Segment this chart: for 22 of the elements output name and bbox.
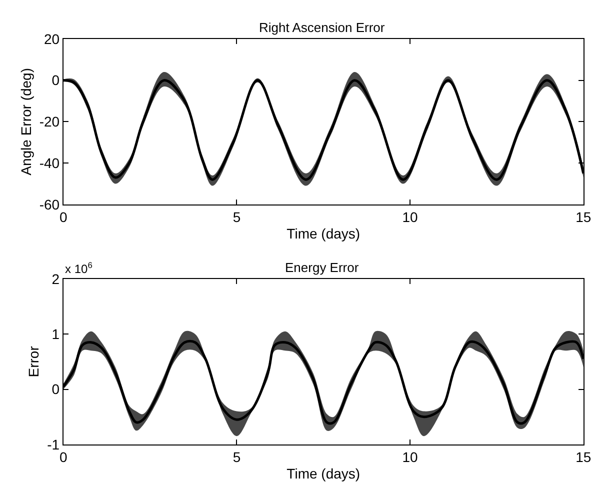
x-tick-label: 5 [232,449,241,466]
chart-title: Right Ascension Error [259,20,386,35]
chart-title: Energy Error [285,260,360,275]
y-tick-label: 1 [52,326,60,342]
y-axis-title: Error [26,346,42,378]
x-axis-title: Time (days) [286,226,360,242]
x-tick-label: 10 [402,209,418,226]
y-tick-label: 2 [52,270,60,287]
y-tick-label: -20 [39,114,60,130]
y-tick-label: -1 [47,436,60,452]
x-tick-label: 10 [402,449,418,466]
y-tick-label: 0 [52,72,60,88]
y-tick-label: 20 [44,30,60,47]
y-tick-label: -40 [39,154,60,171]
x-tick-label: 15 [576,449,592,466]
y-tick-label: 0 [52,381,60,398]
x-tick-label: 15 [576,209,592,226]
x-tick-label: 5 [232,209,241,226]
x-axis-title: Time (days) [286,465,360,482]
y-axis-title: Angle Error (deg) [18,68,34,176]
y-tick-label: -60 [39,196,60,212]
text: x 10$^{6}$ [65,260,93,276]
